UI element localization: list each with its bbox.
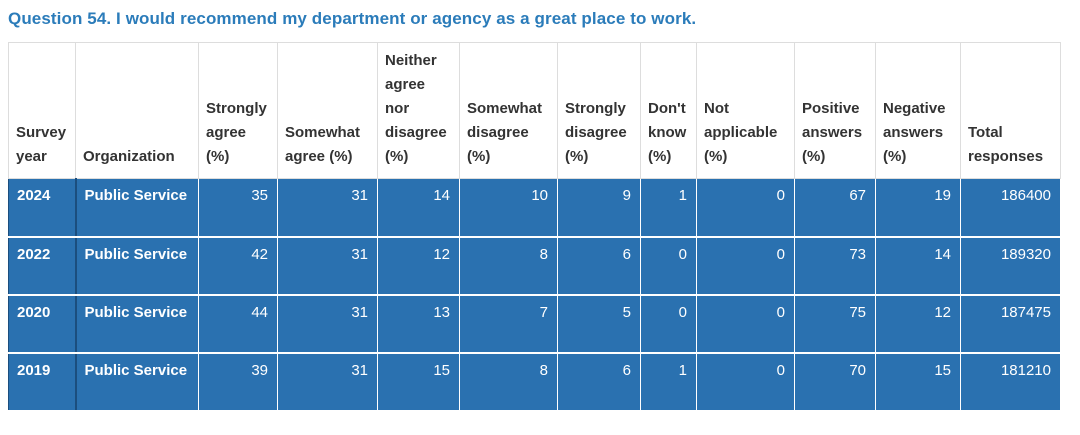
cell-value: 31 (277, 236, 378, 296)
cell-value: 35 (198, 178, 278, 238)
column-header: Somewhat agree (%) (277, 42, 378, 179)
table-row: 2024 Public Service 35 31 14 10 9 1 0 67 19 186400 (8, 178, 1061, 238)
table-row: 2020 Public Service 44 31 13 7 5 0 0 75 12 187475 (8, 294, 1061, 354)
header-row: Survey year Organization Strongly agree (%… (8, 42, 1061, 179)
page-title: Question 54. I would recommend my depart… (8, 9, 697, 28)
cell-value: 0 (696, 236, 795, 296)
cell-value: 14 (875, 236, 961, 296)
cell-value: 67 (794, 178, 876, 238)
cell-value: 1 (640, 352, 697, 412)
table-row: 2022 Public Service 42 31 12 8 6 0 0 73 14 189320 (8, 236, 1061, 296)
column-header: Strongly disagree (%) (557, 42, 641, 179)
cell-value: 73 (794, 236, 876, 296)
column-header: Don't know (%) (640, 42, 697, 179)
column-header: Strongly agree (%) (198, 42, 278, 179)
column-header: Organization (75, 42, 199, 179)
cell-value: 0 (696, 178, 795, 238)
cell-value: 187475 (960, 294, 1061, 354)
cell-value: 70 (794, 352, 876, 412)
cell-value: 31 (277, 178, 378, 238)
cell-value: 10 (459, 178, 558, 238)
row-header-survey-year: 2019 (8, 352, 77, 412)
cell-value: 15 (875, 352, 961, 412)
row-header-survey-year: 2020 (8, 294, 77, 354)
cell-value: 181210 (960, 352, 1061, 412)
cell-value: 8 (459, 352, 558, 412)
survey-results-table: Survey year Organization Strongly agree (%… (8, 42, 1061, 412)
column-header: Survey year (8, 42, 76, 179)
cell-value: 189320 (960, 236, 1061, 296)
cell-value: 186400 (960, 178, 1061, 238)
cell-value: 0 (696, 294, 795, 354)
cell-organization: Public Service (75, 294, 199, 354)
cell-value: 6 (557, 352, 641, 412)
column-header: Not applicable (%) (696, 42, 795, 179)
cell-organization: Public Service (75, 352, 199, 412)
cell-value: 0 (640, 294, 697, 354)
cell-value: 1 (640, 178, 697, 238)
column-header: Positive answers (%) (794, 42, 876, 179)
cell-value: 14 (377, 178, 460, 238)
column-header: Somewhat disagree (%) (459, 42, 558, 179)
table-row: 2019 Public Service 39 31 15 8 6 1 0 70 15 181210 (8, 352, 1061, 412)
cell-value: 19 (875, 178, 961, 238)
cell-value: 9 (557, 178, 641, 238)
column-header: Total responses (960, 42, 1061, 179)
cell-value: 12 (875, 294, 961, 354)
cell-value: 39 (198, 352, 278, 412)
table-header: Survey year Organization Strongly agree (%… (8, 42, 1061, 179)
cell-value: 13 (377, 294, 460, 354)
cell-value: 12 (377, 236, 460, 296)
row-header-survey-year: 2024 (8, 178, 77, 238)
column-header: Neither agree nor disagree (%) (377, 42, 460, 179)
cell-organization: Public Service (75, 236, 199, 296)
cell-organization: Public Service (75, 178, 199, 238)
cell-value: 7 (459, 294, 558, 354)
row-header-survey-year: 2022 (8, 236, 77, 296)
cell-value: 6 (557, 236, 641, 296)
cell-value: 8 (459, 236, 558, 296)
cell-value: 15 (377, 352, 460, 412)
cell-value: 31 (277, 294, 378, 354)
cell-value: 0 (696, 352, 795, 412)
cell-value: 0 (640, 236, 697, 296)
cell-value: 75 (794, 294, 876, 354)
cell-value: 31 (277, 352, 378, 412)
column-header: Negative answers (%) (875, 42, 961, 179)
cell-value: 44 (198, 294, 278, 354)
table-body: 2024 Public Service 35 31 14 10 9 1 0 67 19 186400 2… (8, 178, 1061, 412)
cell-value: 42 (198, 236, 278, 296)
cell-value: 5 (557, 294, 641, 354)
